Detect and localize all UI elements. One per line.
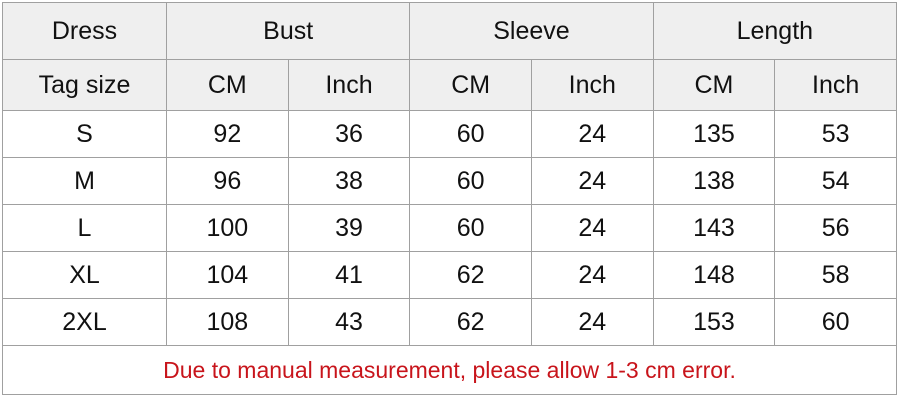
group-header: Length — [652, 2, 898, 60]
unit-header: CM — [409, 59, 532, 111]
value-cell: 36 — [287, 110, 411, 158]
value-cell: 56 — [774, 204, 897, 252]
unit-header: Inch — [530, 59, 654, 111]
unit-row: Tag size CM Inch CM Inch CM Inch — [2, 59, 897, 111]
value-cell: 62 — [409, 251, 532, 299]
value-cell: 60 — [774, 298, 897, 346]
table-body: Dress Bust Sleeve Length Tag size CM Inch… — [2, 2, 898, 395]
value-cell: 104 — [166, 251, 289, 299]
value-cell: 143 — [652, 204, 776, 252]
corner-cell: Dress — [2, 2, 167, 60]
value-cell: 39 — [287, 204, 411, 252]
value-cell: 60 — [409, 157, 532, 205]
unit-header: Inch — [287, 59, 411, 111]
value-cell: 96 — [166, 157, 289, 205]
group-header: Sleeve — [409, 2, 654, 60]
size-cell: S — [2, 110, 167, 158]
value-cell: 43 — [287, 298, 411, 346]
value-cell: 53 — [774, 110, 897, 158]
unit-header: CM — [652, 59, 776, 111]
size-cell: XL — [2, 251, 167, 299]
unit-header: Inch — [774, 59, 897, 111]
size-table: Dress Bust Sleeve Length Tag size CM Inch… — [2, 2, 898, 395]
table-row: 2XL 108 43 62 24 153 60 — [2, 298, 897, 346]
corner-cell: Tag size — [2, 59, 167, 111]
value-cell: 58 — [774, 251, 897, 299]
size-cell: L — [2, 204, 167, 252]
value-cell: 24 — [530, 204, 654, 252]
note-row: Due to manual measurement, please allow … — [2, 345, 897, 395]
value-cell: 24 — [530, 298, 654, 346]
value-cell: 148 — [652, 251, 776, 299]
value-cell: 41 — [287, 251, 411, 299]
value-cell: 138 — [652, 157, 776, 205]
group-header: Bust — [165, 2, 411, 60]
value-cell: 60 — [409, 204, 532, 252]
header-row: Dress Bust Sleeve Length — [2, 2, 898, 60]
value-cell: 135 — [652, 110, 776, 158]
value-cell: 24 — [530, 110, 654, 158]
value-cell: 100 — [166, 204, 289, 252]
table-row: XL 104 41 62 24 148 58 — [2, 251, 897, 299]
value-cell: 24 — [530, 251, 654, 299]
note: Due to manual measurement, please allow … — [2, 345, 897, 395]
size-cell: M — [2, 157, 167, 205]
table-row: L 100 39 60 24 143 56 — [2, 204, 897, 252]
size-cell: 2XL — [2, 298, 167, 346]
value-cell: 108 — [166, 298, 289, 346]
value-cell: 60 — [409, 110, 532, 158]
value-cell: 62 — [409, 298, 532, 346]
table-row: M 96 38 60 24 138 54 — [2, 157, 897, 205]
value-cell: 38 — [287, 157, 411, 205]
value-cell: 92 — [166, 110, 289, 158]
table-row: S 92 36 60 24 135 53 — [2, 110, 897, 158]
value-cell: 54 — [774, 157, 897, 205]
value-cell: 153 — [652, 298, 776, 346]
unit-header: CM — [166, 59, 289, 111]
value-cell: 24 — [530, 157, 654, 205]
